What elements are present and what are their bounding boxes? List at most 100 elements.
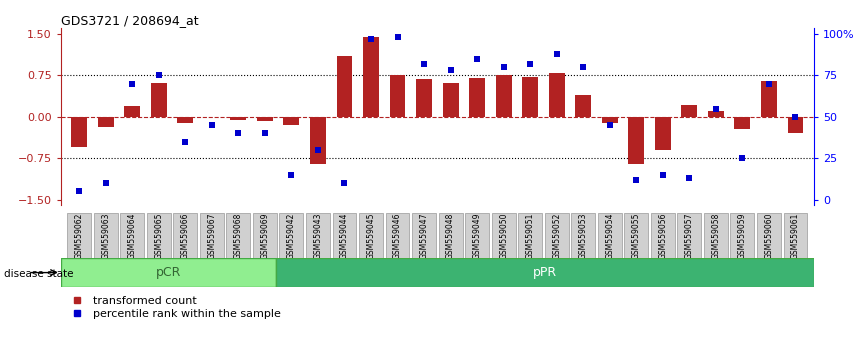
FancyBboxPatch shape bbox=[731, 213, 754, 258]
Point bbox=[258, 131, 272, 136]
FancyBboxPatch shape bbox=[280, 213, 303, 258]
Point bbox=[126, 81, 139, 86]
Bar bbox=[151, 82, 167, 117]
Bar bbox=[416, 79, 432, 117]
Bar bbox=[575, 95, 591, 117]
Text: GSM559045: GSM559045 bbox=[366, 213, 376, 259]
Bar bbox=[495, 75, 512, 117]
FancyBboxPatch shape bbox=[68, 213, 91, 258]
FancyBboxPatch shape bbox=[704, 213, 727, 258]
Text: GSM559044: GSM559044 bbox=[340, 213, 349, 259]
Bar bbox=[708, 111, 724, 117]
FancyBboxPatch shape bbox=[465, 213, 489, 258]
Point bbox=[576, 64, 590, 70]
Point bbox=[391, 34, 404, 40]
Point bbox=[550, 51, 564, 57]
FancyBboxPatch shape bbox=[120, 213, 144, 258]
Text: GSM559050: GSM559050 bbox=[499, 213, 508, 259]
FancyBboxPatch shape bbox=[333, 213, 357, 258]
Text: GSM559058: GSM559058 bbox=[711, 213, 721, 259]
FancyBboxPatch shape bbox=[651, 213, 675, 258]
FancyBboxPatch shape bbox=[173, 213, 197, 258]
Point bbox=[285, 172, 299, 178]
FancyBboxPatch shape bbox=[624, 213, 649, 258]
FancyBboxPatch shape bbox=[784, 213, 807, 258]
Bar bbox=[469, 78, 485, 117]
Point bbox=[682, 175, 696, 181]
FancyBboxPatch shape bbox=[677, 213, 701, 258]
Text: GSM559054: GSM559054 bbox=[605, 213, 614, 259]
FancyBboxPatch shape bbox=[439, 213, 462, 258]
Point bbox=[178, 139, 192, 144]
FancyBboxPatch shape bbox=[492, 213, 515, 258]
Point bbox=[789, 114, 803, 120]
Bar bbox=[276, 258, 814, 287]
Text: GSM559049: GSM559049 bbox=[473, 213, 481, 259]
Text: GSM559068: GSM559068 bbox=[234, 213, 242, 259]
Bar bbox=[655, 117, 671, 150]
Text: GSM559051: GSM559051 bbox=[526, 213, 534, 259]
Text: GSM559069: GSM559069 bbox=[261, 213, 269, 259]
Bar bbox=[230, 117, 246, 120]
Point bbox=[417, 61, 431, 67]
Point bbox=[311, 147, 325, 153]
Point bbox=[762, 81, 776, 86]
Text: GSM559064: GSM559064 bbox=[128, 213, 137, 259]
Bar bbox=[761, 81, 777, 117]
FancyBboxPatch shape bbox=[598, 213, 622, 258]
Text: GSM559052: GSM559052 bbox=[553, 213, 561, 259]
FancyBboxPatch shape bbox=[94, 213, 118, 258]
Text: GSM559057: GSM559057 bbox=[685, 213, 694, 259]
FancyBboxPatch shape bbox=[147, 213, 171, 258]
Text: GSM559063: GSM559063 bbox=[101, 213, 110, 259]
Point bbox=[656, 172, 669, 178]
Bar bbox=[125, 106, 140, 117]
Text: GSM559046: GSM559046 bbox=[393, 213, 402, 259]
Text: GSM559061: GSM559061 bbox=[791, 213, 800, 259]
Point bbox=[205, 122, 219, 128]
Text: GSM559065: GSM559065 bbox=[154, 213, 164, 259]
Text: GSM559042: GSM559042 bbox=[287, 213, 296, 259]
Text: pCR: pCR bbox=[156, 266, 181, 279]
FancyBboxPatch shape bbox=[572, 213, 595, 258]
Bar bbox=[363, 36, 379, 117]
FancyBboxPatch shape bbox=[412, 213, 436, 258]
Text: GSM559053: GSM559053 bbox=[578, 213, 588, 259]
Bar bbox=[98, 117, 113, 127]
Point bbox=[338, 180, 352, 186]
Point bbox=[72, 189, 86, 194]
FancyBboxPatch shape bbox=[253, 213, 277, 258]
FancyBboxPatch shape bbox=[200, 213, 223, 258]
Bar bbox=[629, 117, 644, 164]
FancyBboxPatch shape bbox=[518, 213, 542, 258]
FancyBboxPatch shape bbox=[757, 213, 781, 258]
Point bbox=[523, 61, 537, 67]
Bar bbox=[787, 117, 804, 133]
Point bbox=[152, 73, 165, 78]
Bar bbox=[682, 105, 697, 117]
Text: GSM559062: GSM559062 bbox=[74, 213, 84, 259]
Point bbox=[497, 64, 511, 70]
Bar bbox=[61, 258, 276, 287]
Point bbox=[99, 180, 113, 186]
Bar bbox=[337, 56, 352, 117]
Text: GSM559059: GSM559059 bbox=[738, 213, 746, 259]
FancyBboxPatch shape bbox=[306, 213, 330, 258]
Point bbox=[709, 106, 723, 112]
Text: GSM559055: GSM559055 bbox=[632, 213, 641, 259]
Bar bbox=[257, 117, 273, 121]
Point bbox=[603, 122, 617, 128]
Point bbox=[630, 177, 643, 183]
Bar bbox=[310, 117, 326, 164]
Point bbox=[231, 131, 245, 136]
Text: GSM559048: GSM559048 bbox=[446, 213, 456, 259]
Text: disease state: disease state bbox=[4, 269, 74, 279]
Text: GDS3721 / 208694_at: GDS3721 / 208694_at bbox=[61, 14, 198, 27]
Point bbox=[443, 68, 457, 73]
Bar bbox=[283, 117, 300, 125]
Text: GSM559056: GSM559056 bbox=[658, 213, 668, 259]
Bar bbox=[602, 117, 617, 124]
Text: GSM559047: GSM559047 bbox=[419, 213, 429, 259]
Bar bbox=[178, 117, 193, 124]
Bar bbox=[390, 75, 405, 117]
